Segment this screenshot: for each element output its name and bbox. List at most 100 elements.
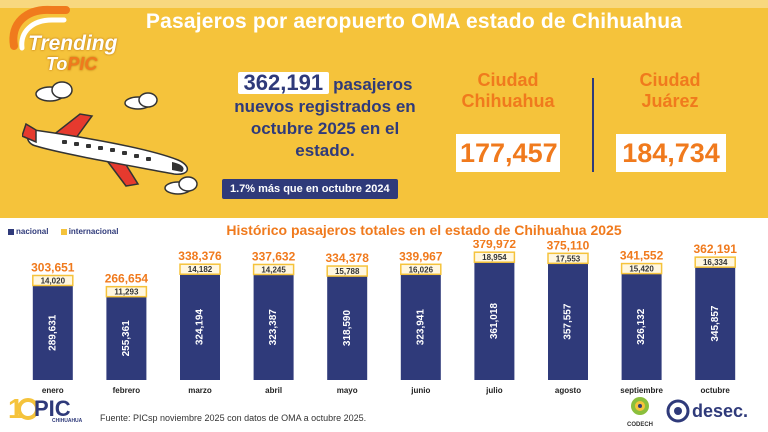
total-line4: estado.: [295, 141, 355, 160]
bar-nacional-marzo: [180, 274, 220, 380]
category-label-enero: enero: [42, 386, 64, 395]
label-nacional-octubre: 345,857: [710, 305, 721, 342]
label-nacional-abril: 323,387: [268, 309, 279, 346]
city-juarez-name: Ciudad Juárez: [600, 70, 740, 112]
bar-internacional-mayo: [326, 265, 368, 277]
bar-nacional-mayo: [327, 276, 368, 380]
page-title: Pasajeros por aeropuerto OMA estado de C…: [145, 10, 683, 33]
label-total-mayo: 334,378: [326, 251, 370, 265]
codech-mark-icon: [631, 397, 649, 415]
label-nacional-marzo: 324,194: [195, 309, 206, 346]
pic-logo: 1 PIC CHIHUAHUA: [8, 392, 98, 426]
label-internacional-junio: 16,026: [409, 265, 434, 274]
label-internacional-octubre: 16,334: [703, 258, 728, 267]
pct-change-badge: 1.7% más que en octubre 2024: [222, 179, 398, 199]
bar-nacional-febrero: [106, 296, 147, 380]
logo-word-trending: Trending: [28, 32, 118, 55]
header-stripe: [0, 0, 768, 8]
legend-label-internacional: internacional: [68, 227, 119, 236]
source-note: Fuente: PICsp noviembre 2025 con datos d…: [100, 413, 367, 423]
label-total-enero: 303,651: [31, 260, 75, 274]
category-label-octubre: octubre: [701, 386, 731, 395]
label-internacional-septiembre: 15,420: [629, 265, 654, 274]
city-divider: [592, 78, 594, 172]
logo-swirl-icon: [9, 5, 70, 51]
chart-legend: nacional internacional: [8, 227, 128, 236]
category-label-agosto: agosto: [555, 386, 581, 395]
category-label-mayo: mayo: [337, 386, 358, 395]
codech-logo: CODECH: [620, 395, 660, 428]
category-label-abril: abril: [265, 386, 282, 395]
total-line2: nuevos registrados en: [234, 97, 416, 116]
bar-nacional-julio: [474, 262, 515, 380]
chart-title: Histórico pasajeros totales en el estado…: [226, 222, 622, 238]
bar-internacional-septiembre: [620, 262, 663, 275]
label-total-junio: 339,967: [399, 249, 443, 263]
bar-internacional-julio: [473, 251, 516, 263]
category-label-febrero: febrero: [113, 386, 141, 395]
bar-internacional-agosto: [547, 252, 589, 265]
bar-nacional-enero: [32, 285, 73, 380]
label-total-febrero: 266,654: [105, 272, 149, 286]
bar-nacional-abril: [253, 274, 294, 380]
city-juarez-value: 184,734: [616, 134, 726, 172]
pic-logo-mark-icon: 1: [8, 393, 38, 424]
logo-word-topic: ToPIC: [46, 54, 97, 75]
label-internacional-enero: 14,020: [41, 276, 66, 285]
total-line3: octubre 2025 en el: [250, 119, 400, 138]
city-juarez-line1: Ciudad: [639, 70, 701, 90]
city-chihuahua-name: Ciudad Chihuahua: [438, 70, 578, 112]
label-nacional-enero: 289,631: [47, 314, 58, 351]
pic-logo-sub: CHIHUAHUA: [52, 418, 83, 424]
label-internacional-agosto: 17,553: [556, 254, 581, 263]
city-chihuahua-line2: Chihuahua: [461, 91, 555, 111]
legend-swatch-internacional: [60, 228, 67, 235]
codech-label: CODECH: [626, 422, 653, 428]
bar-internacional-marzo: [179, 263, 221, 275]
logo-word-to: To: [46, 54, 68, 74]
label-internacional-marzo: 14,182: [188, 265, 213, 274]
label-internacional-abril: 14,245: [261, 265, 286, 274]
desec-logo: desec.: [666, 397, 766, 425]
label-nacional-junio: 323,941: [415, 309, 426, 346]
cloud-icon: [124, 92, 158, 110]
bar-internacional-octubre: [694, 256, 736, 268]
passenger-bar-chart: 14,020 303,651 289,631 enero 11,293 266,654 25…: [31, 240, 738, 395]
cloud-icon: [35, 81, 73, 102]
label-total-marzo: 338,376: [178, 249, 222, 263]
trending-topic-logo: Trending ToPIC: [6, 4, 156, 76]
label-total-abril: 337,632: [252, 249, 296, 263]
bar-internacional-abril: [252, 263, 295, 276]
pic-logo-text: PIC: [34, 396, 71, 421]
label-total-agosto: 375,110: [547, 240, 590, 252]
bar-nacional-agosto: [548, 263, 588, 380]
bar-nacional-septiembre: [621, 273, 662, 380]
legend-label-nacional: nacional: [16, 227, 49, 236]
bar-nacional-junio: [400, 274, 441, 380]
cloud-icon: [164, 176, 198, 195]
label-nacional-septiembre: 326,132: [636, 308, 647, 345]
legend-item-nacional: nacional: [8, 227, 48, 236]
bar-nacional-octubre: [695, 267, 736, 380]
bar-internacional-enero: [32, 274, 74, 287]
bar-internacional-junio: [400, 263, 442, 276]
city-chihuahua-value: 177,457: [456, 134, 560, 172]
label-total-octubre: 362,191: [694, 242, 738, 256]
label-nacional-mayo: 318,590: [342, 310, 353, 347]
category-label-marzo: marzo: [188, 386, 212, 395]
city-chihuahua-line1: Ciudad: [477, 70, 539, 90]
label-internacional-febrero: 11,293: [114, 288, 139, 297]
city-juarez-line2: Juárez: [641, 91, 699, 111]
airplane-icon: [22, 81, 198, 195]
desec-label: desec.: [692, 401, 749, 421]
legend-item-internacional: internacional: [60, 227, 119, 236]
category-label-junio: junio: [410, 386, 430, 395]
total-line1: pasajeros: [333, 75, 413, 94]
bar-internacional-febrero: [105, 285, 148, 298]
label-internacional-mayo: 15,788: [335, 267, 360, 276]
label-nacional-agosto: 357,557: [563, 303, 574, 340]
category-label-septiembre: septiembre: [620, 386, 663, 395]
label-internacional-julio: 18,954: [482, 253, 507, 262]
label-total-julio: 379,972: [473, 240, 517, 251]
total-summary: 362,191 pasajeros nuevos registrados en o…: [200, 72, 450, 162]
